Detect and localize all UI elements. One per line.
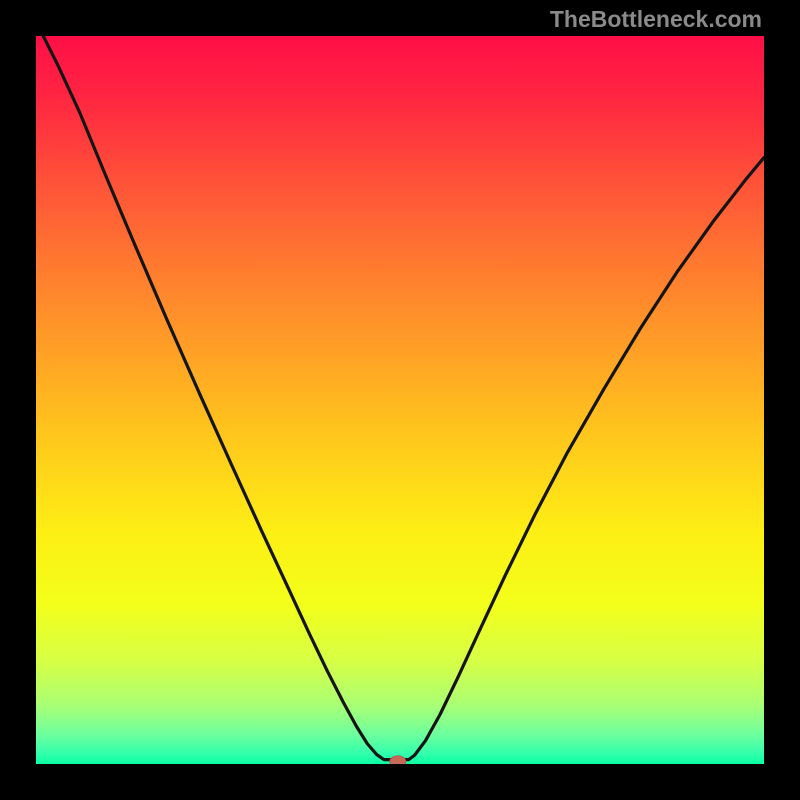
bottleneck-curve-plot — [36, 36, 764, 764]
gradient-background — [36, 36, 764, 764]
chart-canvas: TheBottleneck.com — [0, 0, 800, 800]
minimum-marker — [390, 756, 406, 764]
watermark-text: TheBottleneck.com — [550, 6, 762, 33]
